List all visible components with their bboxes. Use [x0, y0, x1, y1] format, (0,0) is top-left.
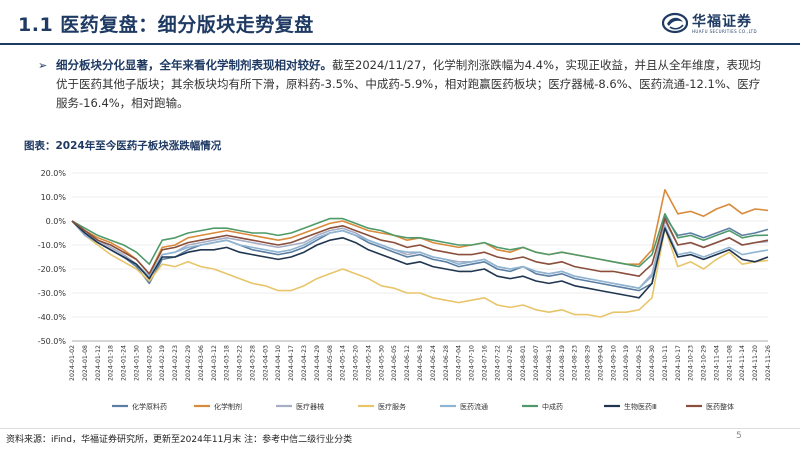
- legend-label: 医疗服务: [378, 402, 406, 411]
- x-tick-label: 2024-04-23: [301, 345, 308, 381]
- y-tick-label: -10.0%: [38, 241, 67, 250]
- series-line: [71, 220, 769, 289]
- x-tick-label: 2024-03-18: [224, 345, 231, 381]
- x-tick-label: 2024-02-05: [146, 345, 153, 381]
- x-tick-label: 2024-04-10: [275, 345, 282, 381]
- x-tick-label: 2024-10-17: [675, 345, 682, 381]
- summary-bullet: ➢ 细分板块分化显著，全年来看化学制剂表现相对较好。截至2024/11/27，化…: [38, 56, 766, 113]
- legend-label: 化学原料药: [132, 402, 167, 411]
- series-line: [71, 217, 769, 277]
- x-tick-label: 2024-06-18: [417, 345, 424, 381]
- legend-label: 中成药: [542, 402, 563, 411]
- x-tick-label: 2024-07-04: [456, 345, 463, 381]
- x-tick-label: 2024-11-26: [765, 345, 772, 381]
- summary-text: 截至2024/11/27，化学制剂涨跌幅为4.4%，实现正收益，并且从全年维度，…: [56, 58, 761, 110]
- x-tick-label: 2024-09-04: [597, 345, 604, 381]
- summary-highlight: 细分板块分化显著，全年来看化学制剂表现相对较好。: [56, 58, 332, 72]
- x-tick-label: 2024-09-10: [610, 345, 617, 381]
- source-note: 资料来源：iFind，华福证券研究所，更新至2024年11月末 注：参考中信二级…: [6, 435, 353, 445]
- x-tick-label: 2024-03-28: [249, 345, 256, 381]
- x-tick-label: 2024-03-12: [211, 345, 218, 381]
- x-tick-label: 2024-06-12: [404, 345, 411, 381]
- page-title: 1.1 医药复盘：细分版块走势复盘: [18, 14, 314, 36]
- bullet-arrow-icon: ➢: [38, 59, 48, 72]
- x-tick-label: 2024-06-24: [430, 345, 437, 381]
- chart-title: 图表：2024年至今医药子板块涨跌幅情况: [24, 140, 222, 152]
- logo-swirl-icon: [662, 12, 688, 34]
- x-tick-label: 2024-05-20: [353, 345, 360, 381]
- x-tick-label: 2024-08-19: [559, 345, 566, 381]
- x-tick-label: 2024-11-20: [752, 345, 759, 381]
- logo-text-en: HUAFU SECURITIES CO.,LTD: [692, 29, 758, 34]
- x-tick-label: 2024-11-04: [713, 345, 720, 381]
- x-tick-label: 2024-01-30: [133, 345, 140, 381]
- x-tick-label: 2024-08-29: [585, 345, 592, 381]
- x-tick-label: 2024-04-17: [288, 345, 295, 381]
- x-tick-label: 2024-05-14: [340, 345, 347, 381]
- x-tick-label: 2024-11-14: [739, 345, 746, 381]
- x-tick-label: 2024-04-29: [314, 345, 321, 381]
- x-tick-label: 2024-01-08: [82, 345, 89, 381]
- y-tick-label: 20.0%: [41, 169, 67, 178]
- x-tick-label: 2024-01-02: [69, 345, 76, 381]
- x-tick-label: 2024-08-01: [520, 345, 527, 381]
- series-line: [71, 212, 769, 268]
- x-tick-label: 2024-09-19: [623, 345, 630, 381]
- x-tick-label: 2024-11-08: [726, 345, 733, 381]
- legend-label: 医药流通: [460, 402, 488, 411]
- x-tick-label: 2024-10-29: [701, 345, 708, 381]
- x-tick-label: 2024-05-08: [327, 345, 334, 381]
- legend-label: 生物医药Ⅲ: [624, 402, 657, 411]
- x-tick-label: 2024-09-25: [636, 345, 643, 381]
- series-line: [71, 220, 769, 299]
- y-tick-label: -40.0%: [38, 313, 67, 322]
- x-tick-label: 2024-05-30: [378, 345, 385, 381]
- x-tick-label: 2024-08-07: [533, 345, 540, 381]
- x-tick-label: 2024-02-23: [172, 345, 179, 381]
- logo-text-cn: 华福证券: [692, 14, 752, 30]
- y-tick-label: -30.0%: [38, 289, 67, 298]
- page-number: 5: [736, 431, 742, 441]
- x-tick-label: 2024-01-12: [95, 345, 102, 381]
- x-tick-label: 2024-06-28: [443, 345, 450, 381]
- x-tick-label: 2024-03-22: [237, 345, 244, 381]
- y-tick-label: -50.0%: [38, 337, 67, 346]
- footer-divider: [0, 428, 800, 429]
- x-tick-label: 2024-01-24: [121, 345, 128, 381]
- company-logo: 华福证券 HUAFU SECURITIES CO.,LTD: [662, 8, 782, 38]
- x-tick-label: 2024-10-23: [688, 345, 695, 381]
- header-bar: 1.1 医药复盘：细分版块走势复盘 华福证券 HUAFU SECURITIES …: [0, 0, 800, 45]
- legend-label: 化学制剂: [214, 402, 242, 411]
- x-tick-label: 2024-07-16: [481, 345, 488, 381]
- x-tick-label: 2024-02-19: [159, 345, 166, 381]
- x-tick-label: 2024-07-10: [469, 345, 476, 381]
- x-tick-label: 2024-01-18: [108, 345, 115, 381]
- x-tick-label: 2024-06-05: [391, 345, 398, 381]
- sector-performance-line-chart: 20.0% 10.0% 0.0% -10.0% -20.0% -30.0% -40.0% -5…: [38, 169, 772, 411]
- x-tick-label: 2024-10-11: [662, 345, 669, 381]
- x-tick-label: 2024-04-03: [262, 345, 269, 381]
- y-tick-label: 10.0%: [41, 193, 67, 202]
- x-tick-label: 2024-09-30: [649, 345, 656, 381]
- y-tick-label: 0.0%: [46, 217, 67, 226]
- x-tick-label: 2024-08-13: [546, 345, 553, 381]
- series-line: [71, 220, 769, 318]
- x-tick-label: 2024-08-23: [572, 345, 579, 381]
- x-tick-label: 2024-07-22: [494, 345, 501, 381]
- legend-label: 医药整体: [706, 402, 734, 411]
- x-tick-label: 2024-02-29: [185, 345, 192, 381]
- title-divider: [0, 43, 800, 45]
- x-tick-label: 2024-03-06: [198, 345, 205, 381]
- x-tick-label: 2024-05-24: [365, 345, 372, 381]
- legend-label: 医疗器械: [296, 402, 324, 411]
- y-tick-label: -20.0%: [38, 265, 67, 274]
- x-tick-label: 2024-07-26: [507, 345, 514, 381]
